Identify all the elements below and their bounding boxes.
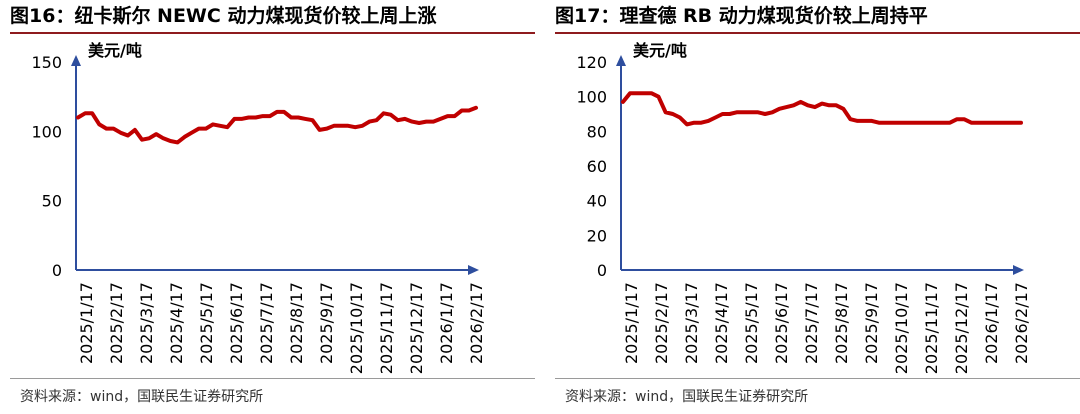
newc-chart-svg: 美元/吨 0 50 100 150 2025/1/17 2025/2/17 2025/3/17… — [31, 41, 486, 374]
x-tick-label: 2025/6/17 — [772, 282, 791, 364]
x-tick-label: 2025/5/17 — [197, 282, 216, 364]
source-divider — [555, 378, 1080, 379]
y-tick-label: 100 — [576, 88, 607, 107]
x-tick-label: 2026/1/17 — [437, 282, 456, 364]
x-axis-arrow — [468, 265, 479, 275]
y-tick-label: 80 — [587, 122, 607, 141]
source-note: 资料来源：wind，国联民生证券研究所 — [565, 389, 809, 405]
x-tick-label: 2025/1/17 — [77, 282, 96, 364]
x-tick-label: 2026/2/17 — [467, 282, 486, 364]
x-tick-label: 2025/4/17 — [712, 282, 731, 364]
x-tick-label: 2026/2/17 — [1012, 282, 1031, 364]
rb-chart-svg: 美元/吨 0 20 40 60 80 100 120 2025/1/17 2025/2/17 202… — [576, 41, 1031, 374]
x-tick-label: 2025/7/17 — [257, 282, 276, 364]
y-tick-label: 0 — [52, 261, 62, 280]
chart-panel-rb: 图17：理查德 RB 动力煤现货价较上周持平 美元/吨 0 20 40 60 80 100 1… — [555, 0, 1080, 414]
chart-title: 图16：纽卡斯尔 NEWC 动力煤现货价较上周上涨 — [10, 5, 437, 27]
y-tick-label: 100 — [31, 122, 62, 141]
x-tick-label: 2025/1/17 — [622, 282, 641, 364]
series-line — [621, 91, 1023, 127]
unit-label: 美元/吨 — [88, 41, 142, 60]
y-tick-label: 0 — [597, 261, 607, 280]
x-tick-label: 2025/3/17 — [137, 282, 156, 364]
y-axis-arrow — [71, 55, 81, 66]
y-axis-arrow — [616, 55, 626, 66]
x-tick-label: 2025/10/17 — [892, 282, 911, 374]
x-tick-label: 2025/11/17 — [377, 282, 396, 374]
x-tick-label: 2025/8/17 — [832, 282, 851, 364]
y-tick-label: 40 — [587, 192, 607, 211]
x-tick-label: 2025/5/17 — [742, 282, 761, 364]
x-tick-label: 2025/2/17 — [652, 282, 671, 364]
chart-title: 图17：理查德 RB 动力煤现货价较上周持平 — [555, 5, 928, 27]
x-tick-label: 2025/9/17 — [317, 282, 336, 364]
x-tick-label: 2025/11/17 — [922, 282, 941, 374]
title-divider — [10, 32, 535, 34]
source-note: 资料来源：wind，国联民生证券研究所 — [20, 389, 264, 405]
x-tick-label: 2025/10/17 — [347, 282, 366, 374]
source-divider — [10, 378, 535, 379]
x-tick-label: 2025/12/17 — [952, 282, 971, 374]
series-line — [76, 105, 478, 145]
y-tick-label: 50 — [42, 192, 62, 211]
title-divider — [555, 32, 1080, 34]
x-tick-label: 2025/7/17 — [802, 282, 821, 364]
x-tick-label: 2025/6/17 — [227, 282, 246, 364]
x-tick-label: 2025/2/17 — [107, 282, 126, 364]
y-tick-label: 20 — [587, 226, 607, 245]
x-tick-label: 2025/3/17 — [682, 282, 701, 364]
chart-panel-newc: 图16：纽卡斯尔 NEWC 动力煤现货价较上周上涨 美元/吨 0 50 100 150 2… — [10, 0, 535, 414]
x-tick-label: 2025/9/17 — [862, 282, 881, 364]
x-tick-label: 2026/1/17 — [982, 282, 1001, 364]
x-tick-label: 2025/12/17 — [407, 282, 426, 374]
x-axis-arrow — [1013, 265, 1024, 275]
x-tick-label: 2025/8/17 — [287, 282, 306, 364]
y-tick-label: 150 — [31, 53, 62, 72]
y-tick-label: 120 — [576, 53, 607, 72]
y-tick-label: 60 — [587, 157, 607, 176]
unit-label: 美元/吨 — [633, 41, 687, 60]
x-tick-label: 2025/4/17 — [167, 282, 186, 364]
